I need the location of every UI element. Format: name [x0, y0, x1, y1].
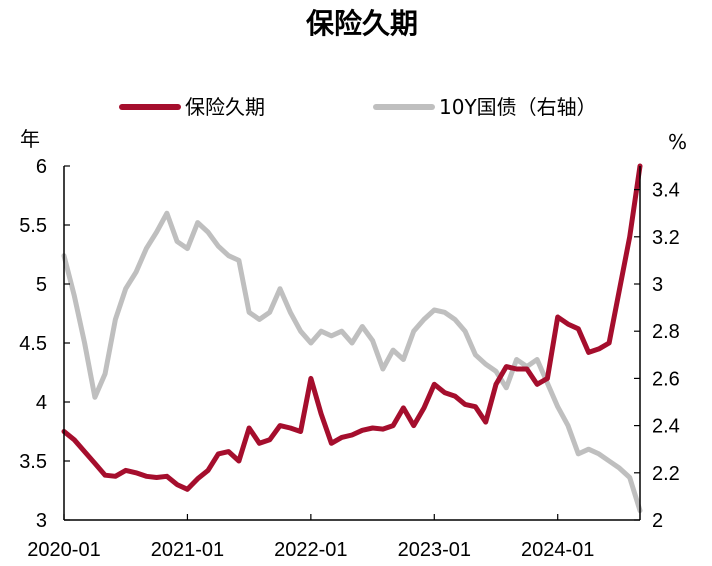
left-axis-unit: 年 — [20, 127, 40, 151]
legend-label-10y-bond: 10Y国债（右轴） — [439, 95, 597, 119]
x-tick-label: 2024-01 — [521, 539, 594, 561]
left-tick-label: 3 — [36, 510, 47, 532]
left-tick-label: 6 — [36, 156, 47, 178]
bond-yield-line — [61, 210, 643, 514]
right-tick-label: 3.4 — [652, 180, 680, 202]
left-tick-label: 3.5 — [19, 451, 47, 473]
x-tick-label: 2023-01 — [398, 539, 471, 561]
x-tick-label: 2020-01 — [27, 539, 100, 561]
right-tick-label: 2.8 — [652, 321, 680, 343]
left-tick-label: 5.5 — [19, 215, 47, 237]
x-tick-label: 2021-01 — [151, 539, 224, 561]
chart-title: 保险久期 — [306, 7, 418, 40]
right-tick-label: 2.2 — [652, 463, 680, 485]
left-tick-label: 4 — [36, 392, 47, 414]
right-axis-unit: % — [668, 130, 687, 154]
legend: 保险久期 10Y国债（右轴） — [119, 95, 597, 119]
x-axis-ticks: 2020-01 2021-01 2022-01 2023-01 2024-01 — [27, 514, 594, 561]
x-tick-label: 2022-01 — [274, 539, 347, 561]
right-tick-label: 2.4 — [652, 416, 680, 438]
right-tick-label: 3 — [652, 274, 663, 296]
left-axis-ticks: 3 3.5 4 4.5 5 5.5 6 — [19, 156, 70, 532]
legend-label-insurance-duration: 保险久期 — [185, 95, 265, 119]
series-insurance-duration — [61, 163, 643, 492]
right-tick-label: 2 — [652, 510, 663, 532]
right-tick-label: 3.2 — [652, 227, 680, 249]
right-axis-ticks: 2 2.2 2.4 2.6 2.8 3 3.2 3.4 — [634, 180, 680, 532]
left-tick-label: 5 — [36, 274, 47, 296]
right-tick-label: 2.6 — [652, 368, 680, 390]
insurance-duration-line — [61, 163, 643, 492]
series-10y-bond — [61, 210, 643, 514]
left-tick-label: 4.5 — [19, 333, 47, 355]
